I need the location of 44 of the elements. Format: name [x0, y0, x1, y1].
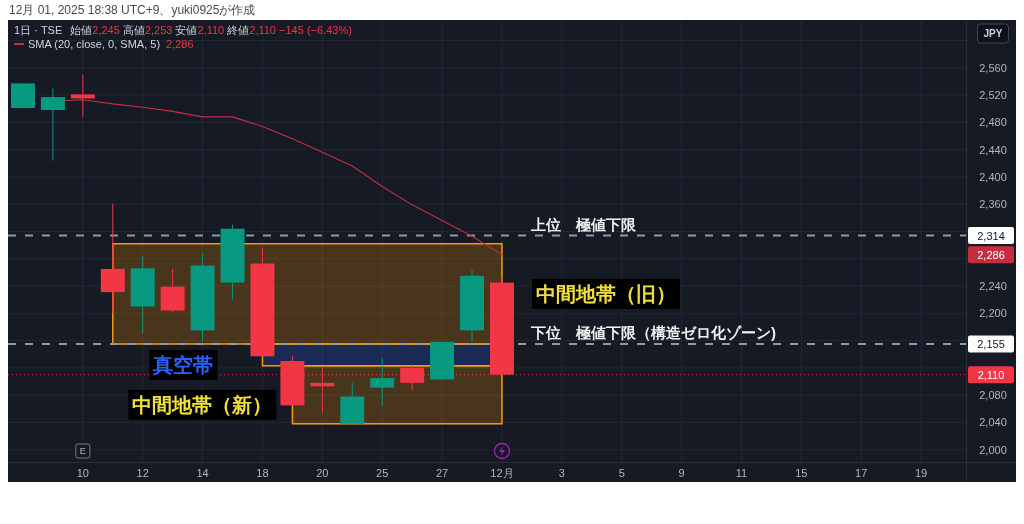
x-tick-label: 19: [914, 467, 928, 479]
y-tick-label: 2,560: [979, 61, 1007, 74]
band-label: 中間地帯（新）: [128, 389, 277, 420]
axis-tag: 2,110: [968, 366, 1014, 384]
annotation: E: [79, 446, 86, 456]
legend-item: SMA (20, close, 0, SMA, 5): [13, 38, 161, 50]
y-tick-label: 2,400: [979, 170, 1007, 183]
note: 2,286: [166, 38, 194, 50]
y-axis-title: JPY: [977, 23, 1009, 44]
ref-line-label: 下位 極値下限（構造ゼロ化ゾーン): [530, 324, 776, 341]
x-tick-label: 18: [256, 467, 269, 479]
caption: 12月 01, 2025 18:38 UTC+9、yuki0925が作成: [9, 3, 256, 17]
subtitle: 始値2,245 高値2,253 安値2,110 終値2,110 −145 (−6.43%): [70, 24, 352, 36]
y-tick-label: 2,440: [979, 143, 1007, 156]
x-tick-label: 27: [435, 467, 449, 479]
y-tick-label: 2,000: [979, 443, 1007, 456]
x-tick-label: 20: [316, 467, 329, 479]
y-tick-label: 2,080: [979, 389, 1007, 402]
x-tick-label: 14: [196, 467, 209, 479]
y-tick-label: 2,360: [979, 198, 1007, 211]
x-tick-label: 5: [618, 467, 625, 479]
x-tick-label: 17: [855, 467, 868, 479]
x-tick-label: 3: [558, 467, 565, 479]
y-axis-title: JPY: [983, 28, 1003, 39]
x-tick-label: 25: [376, 467, 389, 479]
x-tick-label: 10: [76, 467, 89, 479]
chart-title: 1日 · TSE: [14, 24, 63, 36]
axis-tag: 2,155: [968, 335, 1014, 353]
y-tick-label: 2,240: [979, 280, 1007, 292]
y-tick-label: 2,520: [979, 89, 1007, 102]
x-tick-label: 12月: [490, 467, 514, 479]
band-label: 中間地帯（旧）: [531, 278, 680, 309]
event-marker: E: [75, 443, 91, 459]
band-label: 真空帯: [149, 349, 218, 380]
x-tick-label: 12: [136, 467, 149, 479]
ref-line-label: 上位 極値下限: [530, 215, 636, 233]
x-tick-label: 11: [735, 467, 748, 479]
axis-tag: 2,314: [968, 227, 1014, 245]
x-tick-label: 15: [795, 467, 808, 479]
axis-tag: 2,286: [968, 246, 1014, 264]
y-tick-label: 2,040: [979, 416, 1007, 429]
x-tick-label: 9: [678, 467, 685, 479]
y-tick-label: 2,200: [979, 307, 1007, 320]
y-tick-label: 2,480: [979, 116, 1007, 129]
